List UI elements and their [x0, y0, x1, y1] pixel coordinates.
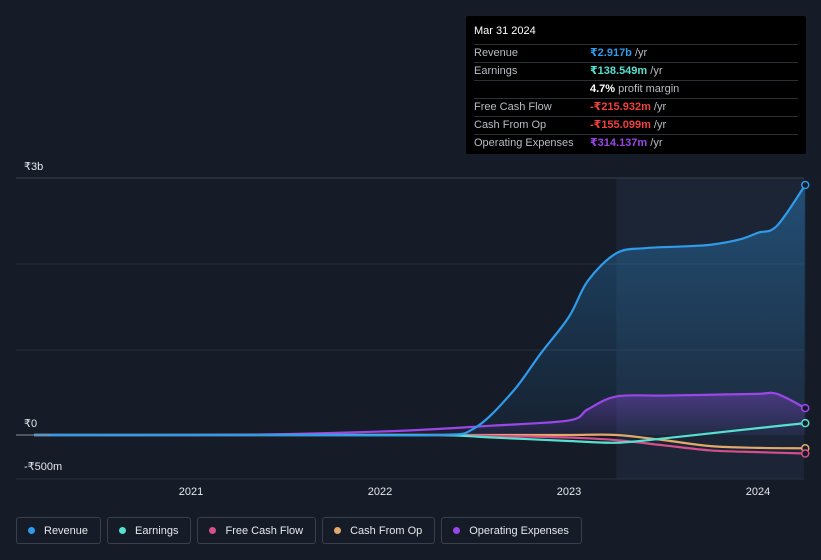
chart-area: ₹3b ₹0 -₹500m 2021 2022 2023 2024	[16, 161, 810, 498]
legend-label: Cash From Op	[350, 524, 423, 537]
series-endpoint-earnings	[801, 418, 810, 428]
x-tick-label: 2022	[368, 486, 392, 498]
tooltip-panel: Mar 31 2024 Revenue ₹2.917b /yr Earnings ₹1…	[466, 16, 806, 154]
series-endpoint-operating-expenses	[801, 403, 810, 413]
y-axis-label-top: ₹3b	[24, 161, 43, 173]
legend-dot-icon	[209, 527, 217, 534]
legend-label: Earnings	[135, 524, 179, 537]
legend-label: Revenue	[44, 524, 89, 537]
tooltip-row-name	[474, 81, 590, 98]
legend-item-revenue[interactable]: Revenue	[16, 517, 102, 544]
legend-dot-icon	[28, 527, 35, 534]
tooltip-row: Operating Expenses ₹314.137m /yr	[474, 135, 798, 152]
y-axis-label-zero: ₹0	[24, 418, 37, 430]
legend-item-earnings[interactable]: Earnings	[107, 517, 192, 544]
series-line-revenue	[34, 184, 807, 437]
tooltip-row-name: Operating Expenses	[474, 137, 574, 149]
y-axis-label-bottom: -₹500m	[24, 461, 62, 473]
x-tick-label: 2024	[746, 486, 770, 498]
x-tick-label: 2023	[557, 486, 581, 498]
tooltip-row-value: ₹314.137m /yr	[590, 137, 663, 149]
x-tick-label: 2021	[179, 486, 203, 498]
legend-dot-icon	[334, 527, 342, 534]
tooltip-row-value: 4.7% profit margin	[590, 83, 680, 95]
tooltip-row-name: Free Cash Flow	[474, 101, 552, 113]
series-area-revenue	[34, 185, 806, 436]
legend-label: Operating Expenses	[469, 524, 569, 537]
tooltip-row-value: -₹215.932m /yr	[590, 101, 667, 113]
tooltip-row-name: Cash From Op	[474, 119, 547, 131]
legend-item-cash-from-op[interactable]: Cash From Op	[322, 517, 436, 544]
legend-dot-icon	[119, 527, 127, 534]
legend: Revenue Earnings Free Cash Flow Cash From O…	[16, 517, 582, 546]
series-endpoint-revenue	[801, 180, 810, 190]
tooltip-row: 4.7% profit margin	[474, 81, 798, 99]
legend-label: Free Cash Flow	[225, 524, 304, 537]
legend-item-operating-expenses[interactable]: Operating Expenses	[441, 517, 582, 544]
tooltip-row-value: -₹155.099m /yr	[590, 119, 667, 131]
tooltip-date: Mar 31 2024	[474, 24, 798, 45]
legend-dot-icon	[453, 527, 461, 534]
tooltip-row: Revenue ₹2.917b /yr	[474, 45, 798, 63]
tooltip-row-value: ₹2.917b /yr	[590, 47, 648, 59]
tooltip-row: Cash From Op -₹155.099m /yr	[474, 117, 798, 135]
tooltip-row: Free Cash Flow -₹215.932m /yr	[474, 99, 798, 117]
series-endpoint-free-cash-flow	[801, 449, 810, 458]
tooltip-row-value: ₹138.549m /yr	[590, 65, 663, 77]
legend-item-free-cash-flow[interactable]: Free Cash Flow	[197, 517, 317, 544]
tooltip-rows: Revenue ₹2.917b /yr Earnings ₹138.549m /yr 4…	[474, 45, 798, 152]
tooltip-row: Earnings ₹138.549m /yr	[474, 63, 798, 81]
series-area-operating-expenses	[34, 392, 806, 436]
tooltip-row-name: Revenue	[474, 47, 519, 59]
tooltip-row-name: Earnings	[474, 65, 518, 77]
